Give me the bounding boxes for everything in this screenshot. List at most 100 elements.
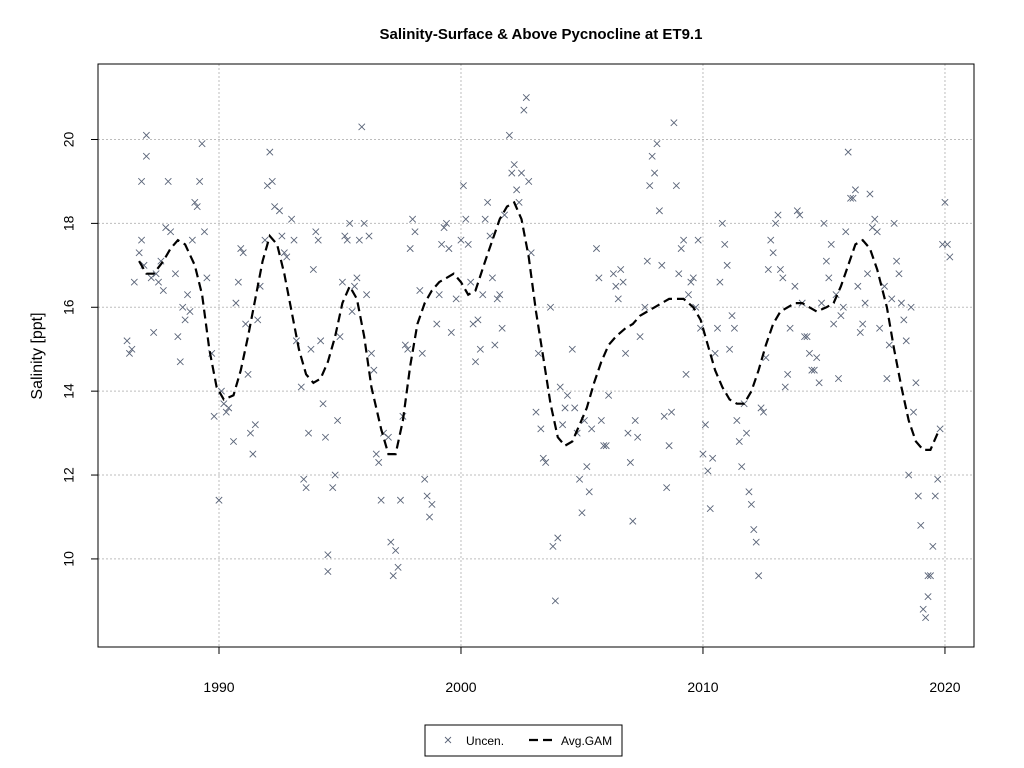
data-point [288,215,296,223]
x-tick-label: 1990 [203,679,234,695]
data-point [805,349,813,357]
data-point [556,383,564,391]
data-point [154,278,163,286]
y-axis-label: Salinity [ppt] [29,312,46,399]
y-tick-label: 12 [61,467,77,483]
data-point [130,278,138,286]
data-point [631,416,639,425]
data-point [941,198,949,206]
data-point [251,421,259,429]
data-point [609,270,617,278]
data-point [513,186,521,194]
data-point [810,366,818,374]
data-point [488,274,496,282]
legend-box [424,724,623,757]
data-point [735,437,743,446]
data-point [404,345,412,353]
data-point [501,211,509,219]
data-point [418,349,426,357]
data-point [244,370,252,378]
data-point [755,572,763,580]
data-point [699,450,707,458]
data-point [747,500,755,508]
data-point [597,416,605,425]
data-point [873,228,881,236]
data-point [222,408,230,416]
data-point [249,450,257,458]
legend-uncen-marker [444,736,452,744]
data-point [510,161,518,169]
data-point [442,219,450,227]
data-point [680,236,688,244]
data-point [791,282,799,290]
data-point [334,416,342,425]
data-point [372,450,380,458]
data-point [658,261,666,269]
y-tick-label: 16 [61,299,77,315]
data-point [820,219,828,227]
data-point [522,94,530,102]
data-point [435,291,443,299]
data-point [336,333,344,341]
data-point [409,215,417,223]
data-point [423,492,431,500]
data-point [849,194,857,202]
data-point [796,211,804,219]
data-point [776,265,784,274]
data-point [813,354,821,362]
plot-frame [97,63,975,648]
data-point [360,219,368,227]
data-point [854,282,862,290]
data-point [268,177,276,185]
data-point [827,240,835,248]
data-point [520,106,528,114]
x-tick-label: 2020 [929,679,960,695]
data-point [837,312,845,320]
data-point [353,274,361,282]
data-point [433,320,441,328]
data-point [704,467,712,475]
data-point [341,232,349,240]
data-point [592,245,601,253]
data-point [641,303,649,311]
data-point [767,236,775,244]
data-point [752,538,760,546]
data-point [926,572,934,580]
data-point [888,295,896,303]
data-point [672,182,680,190]
data-point [239,249,247,257]
data-point [191,198,199,206]
data-point [738,463,746,471]
data-point [317,337,325,345]
data-point [890,219,898,227]
data-point [307,345,315,353]
data-point [774,211,782,219]
data-point [406,245,414,253]
data-point [188,236,196,244]
data-point [622,349,630,357]
data-point [537,425,545,433]
data-point [825,274,833,282]
data-point [839,303,847,311]
data-point [711,349,719,357]
data-point [803,333,811,341]
data-point [684,291,692,299]
data-point [493,295,501,303]
data-point [677,245,685,253]
data-point [844,148,852,156]
data-point [624,429,632,437]
data-point [648,152,656,160]
legend: Uncen. Avg.GAM [424,724,623,757]
data-point [186,307,194,315]
legend-uncen-label: Uncen. [466,734,504,748]
data-point [670,119,678,127]
data-point [568,345,576,353]
data-point [319,400,327,408]
data-point [653,140,661,148]
data-point [496,291,504,299]
data-point [164,177,172,185]
data-point [331,471,339,479]
data-point [220,400,228,408]
data-point [602,442,610,450]
data-point [193,203,201,211]
